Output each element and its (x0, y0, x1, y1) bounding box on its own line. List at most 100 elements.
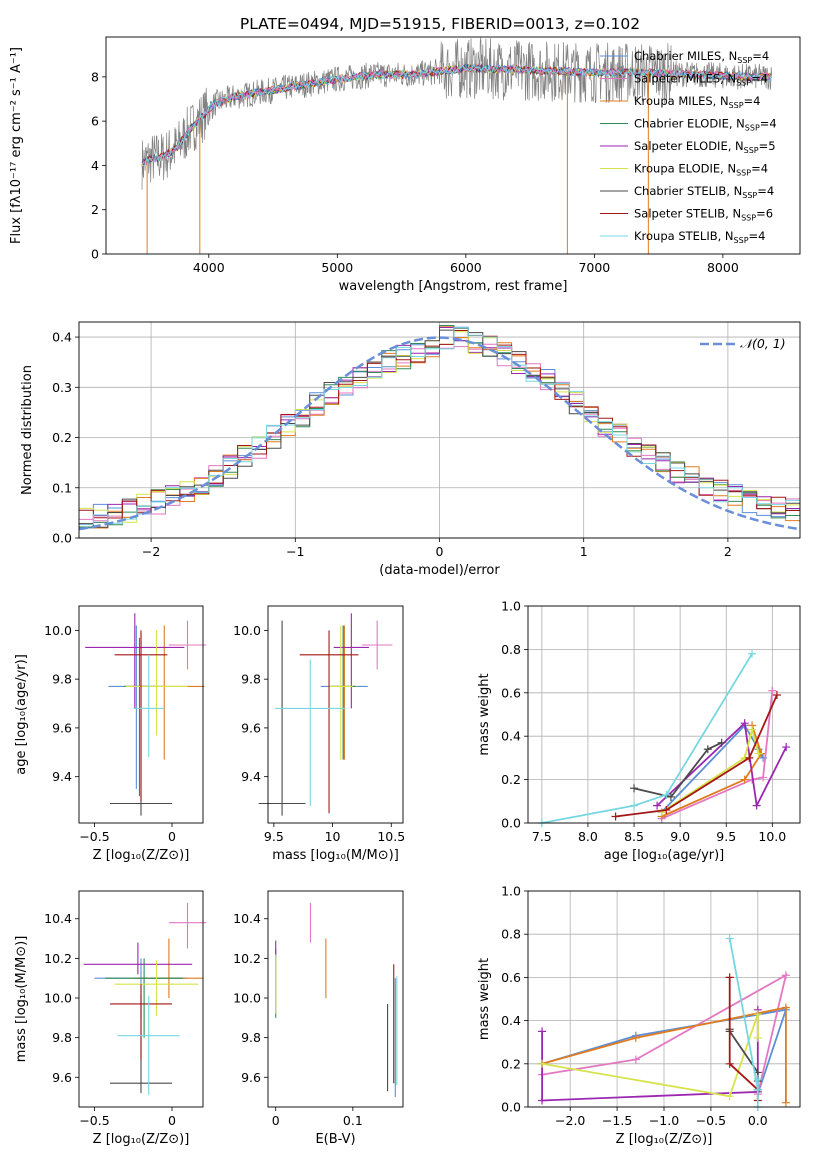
y-tick-label: 9.8 (52, 1030, 72, 1045)
legend-entry: Kroupa STELIB, NSSP=4 (634, 229, 765, 245)
weight-series (541, 1013, 759, 1098)
x-tick-label: 8000 (707, 260, 739, 275)
mass_vs_EBV-chart: 0 0.1 9.6 9.8 10.0 10.2 10.4 E(B-V) (233, 890, 404, 1147)
y-tick-label: 9.4 (52, 769, 72, 784)
age_vs_mass-chart: 9.5 10 10.5 9.4 9.6 9.8 10.0 mass [log₁₀(M/M⊙)] (233, 605, 405, 863)
y-tick-label: 2 (91, 202, 99, 217)
x-axis-label: E(B-V) (315, 1132, 355, 1147)
x-tick-label: 2 (724, 544, 732, 559)
legend-entry: Chabrier ELODIE, NSSP=4 (634, 117, 777, 133)
y-tick-label: 0.6 (501, 970, 521, 985)
x-tick-label: 8.0 (578, 829, 598, 844)
y-tick-label: 9.6 (241, 720, 261, 735)
y-axis-label: mass weight (477, 958, 492, 1040)
histogram-series (79, 330, 800, 519)
legend-entry: Salpeter MILES, NSSP=4 (634, 72, 768, 88)
y-tick-label: 9.6 (241, 1070, 261, 1085)
weight-marker (631, 1033, 640, 1042)
y-tick-label: 0.1 (52, 480, 72, 495)
y-tick-label: 10.0 (44, 623, 72, 638)
legend-tail: =4 (752, 49, 769, 63)
weight-series (656, 721, 788, 809)
weight-marker (703, 745, 712, 754)
age_vs_Z-chart: −0.5 0 9.4 9.6 9.8 10.0 Z [log₁₀(Z/Z⊙)] age [lo… (14, 605, 207, 863)
x-tick-label: 10.0 (758, 829, 786, 844)
x-tick-label: 5000 (321, 260, 353, 275)
histogram-series (79, 331, 800, 523)
legend-sub: SSP (729, 101, 744, 110)
x-tick-label: −1.0 (649, 1113, 679, 1128)
y-tick-label: 10.0 (233, 623, 261, 638)
legend-sub: SSP (745, 124, 760, 133)
y-tick-label: 0.4 (501, 1013, 521, 1028)
y-tick-label: 10.0 (44, 991, 72, 1006)
x-tick-label: 6000 (450, 260, 482, 275)
observed-spectrum (141, 37, 773, 190)
y-tick-label: 0.8 (501, 642, 521, 657)
weight-marker (781, 1003, 790, 1012)
y-axis-label: mass weight (477, 673, 492, 755)
weight-marker (662, 790, 671, 799)
y-tick-label: 10.2 (233, 951, 261, 966)
weight-series (661, 723, 764, 813)
x-tick-label: 7000 (578, 260, 610, 275)
x-tick-label: 8.5 (624, 829, 644, 844)
legend-sub: SSP (736, 169, 751, 178)
x-axis-label: Z [log₁₀(Z/Z⊙)] (616, 1132, 713, 1147)
y-tick-label: 0.0 (52, 531, 72, 546)
x-tick-label: 7.5 (532, 829, 552, 844)
weight-marker (538, 1027, 547, 1036)
axes-frame (78, 605, 204, 824)
weight_vs_age-chart: 7.5 8.0 8.5 9.0 9.5 10.0 0.0 0.2 0.4 0.6 0.8 1.0 age… (477, 599, 801, 863)
residuals-chart: −2 −1 0 1 2 0.0 0.1 0.2 0.3 0.4 (data-model)/error… (20, 321, 801, 578)
y-tick-label: 9.8 (241, 1030, 261, 1045)
histograms (79, 325, 800, 531)
x-tick-label: 10.5 (377, 829, 405, 844)
weight-marker (740, 719, 749, 728)
x-tick-label: 0 (436, 544, 444, 559)
x-tick-label: −1.5 (602, 1113, 632, 1128)
weight-marker (717, 738, 726, 747)
figure-title: PLATE=0494, MJD=51915, FIBERID=0013, z=0… (240, 15, 640, 33)
weight-marker (740, 775, 749, 784)
legend-entry: Kroupa ELODIE, NSSP=4 (634, 162, 768, 178)
weight-marker (782, 743, 791, 752)
y-tick-label: 10.4 (233, 911, 261, 926)
weight-marker (753, 1033, 762, 1042)
x-tick-label: 1 (580, 544, 588, 559)
axes-frame (267, 890, 404, 1108)
y-tick-label: 0.2 (52, 430, 72, 445)
y-tick-label: 8 (91, 69, 99, 84)
legend-tail: =4 (751, 72, 768, 86)
weight-marker (538, 1096, 547, 1105)
x-axis-label: mass [log₁₀(M/M⊙)] (272, 848, 399, 863)
x-tick-label: 4000 (193, 260, 225, 275)
y-tick-label: 9.6 (52, 720, 72, 735)
weight-series (541, 973, 788, 1095)
x-axis-label: Z [log₁₀(Z/Z⊙)] (93, 1132, 190, 1147)
x-tick-label: 9.5 (716, 829, 736, 844)
weight-marker (781, 1098, 790, 1107)
weight-marker (657, 808, 666, 817)
x-axis-label: wavelength [Angstrom, rest frame] (339, 279, 568, 294)
weight-marker (754, 749, 763, 758)
spectrum-lines (141, 37, 773, 254)
x-tick-label: 0.0 (748, 1113, 768, 1128)
y-axis-label: age [log₁₀(age/yr)] (14, 654, 29, 775)
axes-frame (527, 605, 801, 824)
legend-entry: Salpeter STELIB, NSSP=6 (634, 207, 773, 223)
weight-marker (611, 812, 620, 821)
legend-tail: =4 (744, 94, 761, 108)
legend-sub: SSP (744, 146, 759, 155)
legend-tail: =4 (760, 117, 777, 131)
x-axis-label: Z [log₁₀(Z/Z⊙)] (93, 848, 190, 863)
histogram-series (79, 327, 800, 528)
axes-frame (267, 605, 404, 824)
weight-marker (748, 725, 757, 734)
x-tick-label: −1 (286, 544, 304, 559)
y-tick-label: 0.3 (52, 380, 72, 395)
y-tick-label: 9.4 (241, 769, 261, 784)
x-tick-label: −2 (142, 544, 160, 559)
histogram-series (79, 327, 800, 526)
